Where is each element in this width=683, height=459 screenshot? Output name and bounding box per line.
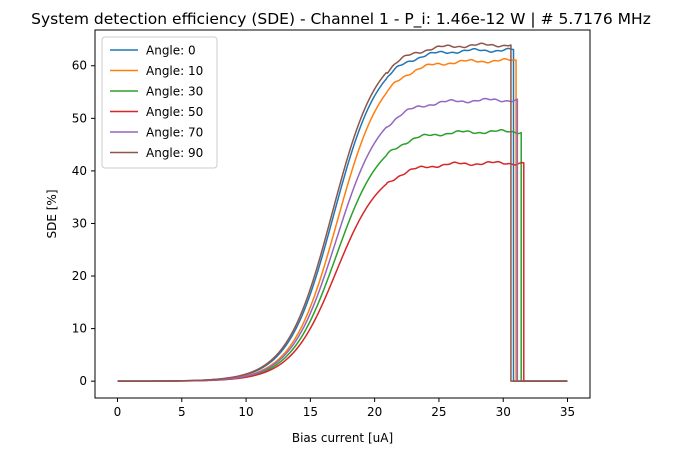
y-tick-label: 20 xyxy=(72,269,87,283)
y-axis: 0 10 20 30 40 50 60 xyxy=(72,59,95,388)
x-axis-label: Bias current [uA] xyxy=(292,431,393,445)
x-tick-label: 25 xyxy=(431,405,446,419)
legend: Angle: 0 Angle: 10 Angle: 30 Angle: 50 Angle… xyxy=(101,36,218,169)
x-tick-label: 15 xyxy=(303,405,318,419)
legend-label: Angle: 90 xyxy=(146,146,203,160)
y-tick-label: 60 xyxy=(72,59,87,73)
series-layer xyxy=(117,42,568,382)
series-line-3 xyxy=(117,160,568,382)
x-tick-label: 5 xyxy=(178,405,186,419)
x-tick-label: 20 xyxy=(367,405,382,419)
y-tick-label: 50 xyxy=(72,111,87,125)
legend-label: Angle: 70 xyxy=(146,126,203,140)
y-tick-label: 0 xyxy=(79,374,87,388)
legend-label: Angle: 50 xyxy=(146,105,203,119)
x-tick-label: 30 xyxy=(496,405,511,419)
y-axis-label: SDE [%] xyxy=(45,189,59,238)
y-tick-label: 40 xyxy=(72,164,87,178)
y-tick-label: 30 xyxy=(72,216,87,230)
legend-label: Angle: 0 xyxy=(146,44,196,58)
x-tick-label: 10 xyxy=(238,405,253,419)
legend-label: Angle: 30 xyxy=(146,85,203,99)
series-line-5 xyxy=(117,42,568,382)
y-tick-label: 10 xyxy=(72,322,87,336)
plot-area xyxy=(94,29,591,399)
legend-label: Angle: 10 xyxy=(146,64,203,78)
chart-title: System detection efficiency (SDE) - Chan… xyxy=(31,10,651,29)
x-tick-label: 0 xyxy=(114,405,122,419)
x-tick-label: 35 xyxy=(560,405,575,419)
x-axis: 0 5 10 15 20 25 30 35 xyxy=(114,398,575,419)
